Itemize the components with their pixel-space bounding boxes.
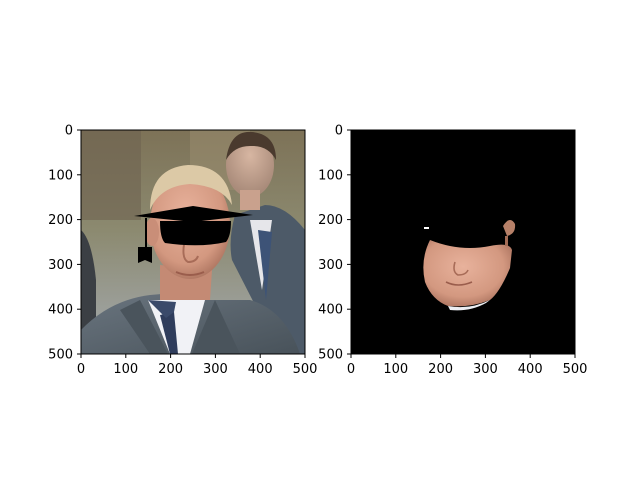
x-tick-label: 200	[428, 362, 453, 377]
background-person	[226, 131, 305, 354]
graduation-cap-icon	[134, 206, 253, 263]
right-panel: 0 100 200 300 400 500 0 100 200 300 400 500	[318, 124, 587, 378]
x-tick-label: 300	[473, 362, 498, 377]
y-tick-label: 0	[335, 124, 343, 139]
y-tick-label: 100	[48, 168, 73, 183]
y-tick-label: 400	[318, 303, 343, 318]
x-tick-label: 500	[563, 362, 588, 377]
masked-face	[423, 219, 516, 311]
y-tick-label: 400	[48, 303, 73, 318]
y-tick-label: 100	[318, 168, 343, 183]
x-tick-label: 0	[77, 362, 85, 377]
y-tick-label: 500	[318, 348, 343, 363]
left-photo	[81, 130, 305, 354]
x-tick-label: 300	[203, 362, 228, 377]
x-tick-label: 100	[383, 362, 408, 377]
y-tick-label: 500	[48, 348, 73, 363]
y-tick-label: 200	[318, 213, 343, 228]
left-axes-frame	[80, 129, 306, 355]
right-axes-ticks: 0 100 200 300 400 500 0 100 200 300 400 500	[318, 124, 587, 378]
x-tick-label: 100	[113, 362, 138, 377]
x-tick-label: 400	[518, 362, 543, 377]
x-tick-label: 400	[248, 362, 273, 377]
y-tick-label: 200	[48, 213, 73, 228]
left-panel: 0 100 200 300 400 500 0 100 200 300 400 500	[48, 124, 317, 378]
right-mask	[351, 130, 575, 354]
x-tick-label: 500	[293, 362, 318, 377]
x-tick-label: 200	[158, 362, 183, 377]
left-axes-ticks: 0 100 200 300 400 500 0 100 200 300 400 500	[48, 124, 317, 378]
y-tick-label: 0	[65, 124, 73, 139]
y-tick-label: 300	[318, 258, 343, 273]
x-tick-label: 0	[347, 362, 355, 377]
y-tick-label: 300	[48, 258, 73, 273]
right-axes-frame	[350, 129, 576, 355]
